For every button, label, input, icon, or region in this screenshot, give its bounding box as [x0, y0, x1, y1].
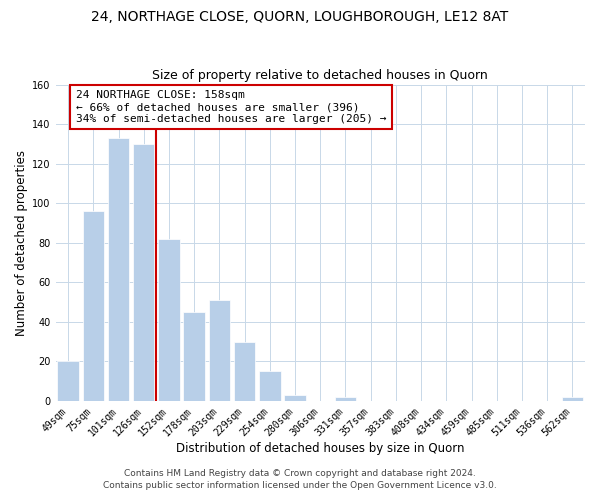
Bar: [108, 138, 129, 401]
Bar: [209, 300, 230, 401]
Bar: [234, 342, 256, 401]
Title: Size of property relative to detached houses in Quorn: Size of property relative to detached ho…: [152, 69, 488, 82]
Bar: [284, 395, 306, 401]
Text: Contains HM Land Registry data © Crown copyright and database right 2024.
Contai: Contains HM Land Registry data © Crown c…: [103, 469, 497, 490]
Bar: [562, 397, 583, 401]
Text: 24 NORTHAGE CLOSE: 158sqm
← 66% of detached houses are smaller (396)
34% of semi: 24 NORTHAGE CLOSE: 158sqm ← 66% of detac…: [76, 90, 386, 124]
Bar: [259, 372, 281, 401]
Y-axis label: Number of detached properties: Number of detached properties: [15, 150, 28, 336]
Bar: [58, 362, 79, 401]
Bar: [335, 397, 356, 401]
Bar: [133, 144, 154, 401]
Bar: [83, 211, 104, 401]
X-axis label: Distribution of detached houses by size in Quorn: Distribution of detached houses by size …: [176, 442, 464, 455]
Text: 24, NORTHAGE CLOSE, QUORN, LOUGHBOROUGH, LE12 8AT: 24, NORTHAGE CLOSE, QUORN, LOUGHBOROUGH,…: [91, 10, 509, 24]
Bar: [158, 239, 180, 401]
Bar: [184, 312, 205, 401]
